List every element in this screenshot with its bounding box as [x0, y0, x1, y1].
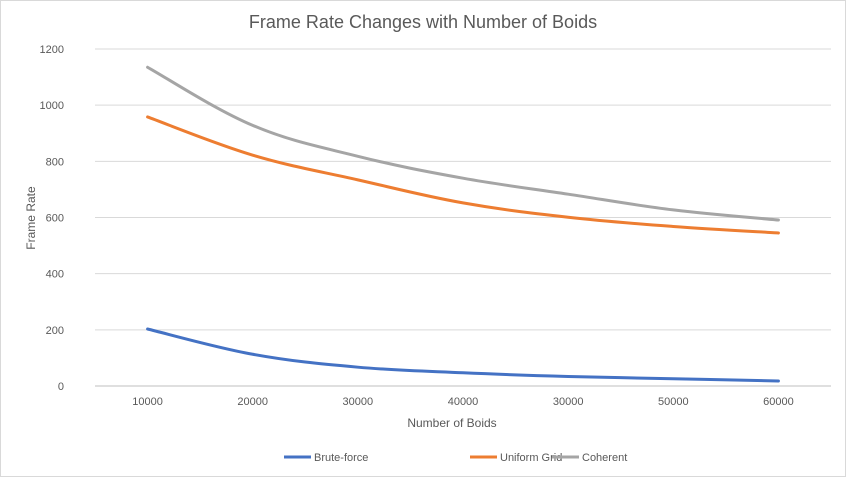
x-tick-label: 20000 [237, 396, 268, 408]
y-axis-ticks: 0 200 400 600 800 1000 1200 [40, 44, 64, 393]
series-line-coherent [146, 65, 780, 222]
y-tick-label: 400 [46, 269, 64, 281]
legend-label-coherent: Coherent [582, 452, 627, 464]
y-tick-label: 800 [46, 156, 64, 168]
legend-label-uniform-grid: Uniform Grid [500, 452, 562, 464]
series-line-brute-force [146, 327, 780, 383]
chart-title: Frame Rate Changes with Number of Boids [249, 12, 597, 32]
x-tick-label: 10000 [132, 396, 163, 408]
y-tick-label: 1200 [40, 44, 64, 56]
y-axis-title: Frame Rate [24, 186, 38, 250]
y-tick-label: 200 [46, 325, 64, 337]
y-tick-label: 600 [46, 213, 64, 225]
series-lines [146, 65, 780, 383]
x-tick-label: 40000 [448, 396, 479, 408]
y-tick-label: 1000 [40, 100, 64, 112]
legend: Brute-force Uniform Grid Coherent [284, 452, 627, 464]
x-tick-label: 30000 [343, 396, 374, 408]
x-axis-title: Number of Boids [407, 416, 496, 430]
series-line-uniform-grid [146, 115, 780, 235]
x-tick-label: 30000 [553, 396, 584, 408]
x-axis-ticks: 10000 20000 30000 40000 30000 50000 60000 [132, 396, 793, 408]
y-tick-label: 0 [58, 381, 64, 393]
legend-label-brute-force: Brute-force [314, 452, 368, 464]
gridlines [95, 48, 831, 387]
x-tick-label: 60000 [763, 396, 794, 408]
x-tick-label: 50000 [658, 396, 689, 408]
